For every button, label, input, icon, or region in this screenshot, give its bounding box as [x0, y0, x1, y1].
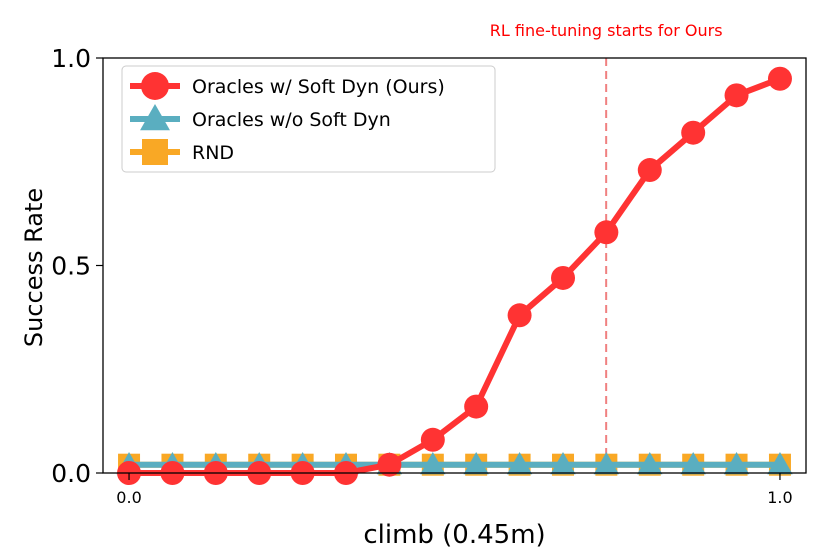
y-axis-title: Success Rate [20, 188, 48, 347]
y-tick-label: 0.0 [51, 459, 91, 488]
y-tick-label: 1.0 [51, 44, 91, 73]
series-1-point [507, 303, 532, 328]
series-2-point [767, 452, 793, 475]
series-1-point [464, 394, 489, 419]
legend-label: RND [192, 142, 234, 164]
series-1-point [551, 265, 576, 290]
x-axis-title: climb (0.45m) [363, 520, 545, 550]
x-tick-label: 1.0 [767, 488, 792, 507]
series-2-point [463, 452, 489, 475]
series-1-point [724, 83, 749, 108]
legend-label: Oracles w/o Soft Dyn [192, 109, 391, 131]
x-tick-label: 0.0 [116, 488, 141, 507]
series-1-point [681, 120, 706, 145]
legend-label: Oracles w/ Soft Dyn (Ours) [192, 76, 445, 98]
series-1-point [420, 427, 445, 452]
series-2-point [550, 452, 576, 475]
legend-item: RND [130, 139, 234, 165]
series-2-point [637, 452, 663, 475]
series-1-point [377, 452, 402, 477]
series-2-point [506, 452, 533, 475]
legend-item: Oracles w/o Soft Dyn [130, 104, 391, 131]
legend-box [121, 65, 496, 173]
series-layer [116, 66, 793, 485]
series-2-point [593, 452, 620, 475]
annotation-text: RL fine-tuning starts for Ours [490, 21, 723, 40]
x-axis-ticks: 0.0 1.0 [116, 473, 793, 507]
annotation: RL fine-tuning starts for Ours [490, 21, 723, 473]
legend: Oracles w/ Soft Dyn (Ours) Oracles w/o So… [121, 65, 496, 173]
legend-marker [142, 139, 168, 165]
y-axis-ticks: 0.0 0.5 1.0 [51, 44, 103, 488]
series-2-point [680, 452, 706, 475]
series-2-point [723, 452, 750, 475]
series-2-point [420, 452, 446, 475]
series-1-point [767, 66, 792, 91]
y-tick-label: 0.5 [51, 252, 91, 281]
legend-marker [141, 72, 169, 100]
series-1-point [637, 158, 662, 183]
legend-item: Oracles w/ Soft Dyn (Ours) [130, 72, 445, 100]
legend-marker [140, 104, 170, 131]
series-1-point [594, 220, 619, 245]
